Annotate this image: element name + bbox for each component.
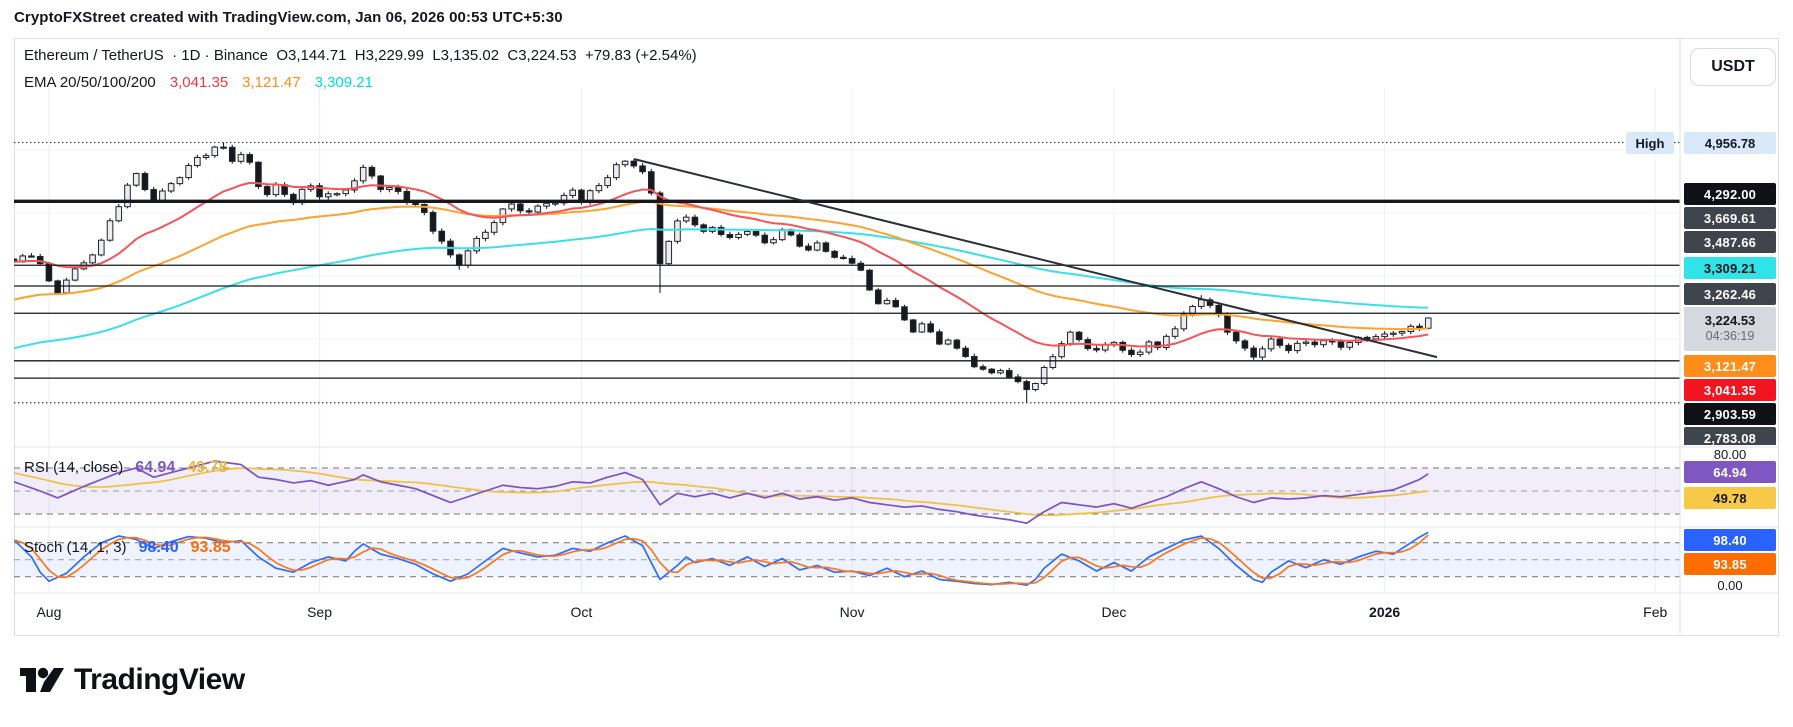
price-level-label: 3,669.61: [1684, 207, 1776, 229]
rsi-ma-value: 49.78: [187, 459, 228, 476]
price-level-label: 4,292.00: [1684, 183, 1776, 205]
tradingview-logo[interactable]: TradingView: [18, 660, 245, 700]
axis-price-label: 0.00: [1717, 577, 1743, 593]
current-price-label: 3,224.53 04:36:19: [1684, 307, 1776, 351]
time-axis-label: Nov: [839, 604, 865, 620]
tradingview-mark-icon: [20, 667, 64, 692]
time-axis-label: Aug: [36, 604, 62, 620]
price-level-label: 3,041.35: [1684, 379, 1776, 401]
ema-current-value: 3,041.35: [169, 74, 229, 91]
ema-current-value: 3,309.21: [314, 74, 373, 91]
currency-toggle-button[interactable]: USDT: [1690, 48, 1776, 86]
price-level-label: 93.85: [1684, 553, 1776, 575]
time-axis-label: Feb: [1643, 604, 1668, 620]
price-level-label: 3,121.47: [1684, 355, 1776, 377]
bar-countdown: 04:36:19: [1705, 329, 1755, 344]
stoch-k-value: 98.40: [138, 539, 179, 556]
ema-current-value: 3,121.47: [242, 74, 301, 91]
tradingview-logo-text: TradingView: [74, 663, 245, 696]
time-axis-label: Dec: [1101, 604, 1127, 620]
stoch-indicator-title[interactable]: Stoch (14, 1, 3) 98.40 93.85: [24, 539, 231, 556]
rsi-indicator-title[interactable]: RSI (14, close) 64.94 49.78: [24, 459, 228, 476]
current-price-value: 3,224.53: [1704, 313, 1756, 329]
stoch-d-value: 93.85: [190, 539, 231, 556]
time-axis-label: 2026: [1369, 604, 1401, 620]
ema-header[interactable]: EMA 20/50/100/200 3,041.35 3,121.47 3,309.2…: [24, 74, 373, 91]
attribution-text: CryptoFXStreet created with TradingView.…: [14, 9, 563, 26]
price-level-label: 3,309.21: [1684, 257, 1776, 279]
interval-label[interactable]: · 1D: [167, 47, 201, 64]
exchange-label[interactable]: · Binance: [200, 47, 269, 64]
time-axis-label: Oct: [570, 604, 593, 620]
price-level-label: 3,487.66: [1684, 231, 1776, 253]
ohlc-values: O3,144.71 H3,229.99 L3,135.02 C3,224.53 …: [268, 47, 697, 64]
high-line-value: 4,956.78: [1684, 132, 1776, 154]
axis-price-label: 80.00: [1713, 446, 1747, 462]
price-level-label: 2,903.59: [1684, 403, 1776, 425]
price-level-label: 3,262.46: [1684, 283, 1776, 305]
price-level-label: 2,783.08: [1684, 427, 1776, 445]
symbol-name[interactable]: Ethereum / TetherUS: [24, 47, 164, 64]
ema-label: EMA 20/50/100/200: [24, 74, 156, 91]
chart-widget: [14, 38, 1779, 636]
symbol-header[interactable]: Ethereum / TetherUS · 1D · Binance O3,14…: [24, 47, 697, 64]
price-level-label: 98.40: [1684, 529, 1776, 551]
price-level-label: 64.94: [1684, 461, 1776, 483]
price-level-label: 49.78: [1684, 487, 1776, 509]
high-line-tag: High: [1626, 132, 1674, 154]
ema-values: 3,041.35 3,121.47 3,309.21: [156, 74, 373, 91]
rsi-value: 64.94: [135, 459, 176, 476]
time-axis-label: Sep: [307, 604, 333, 620]
